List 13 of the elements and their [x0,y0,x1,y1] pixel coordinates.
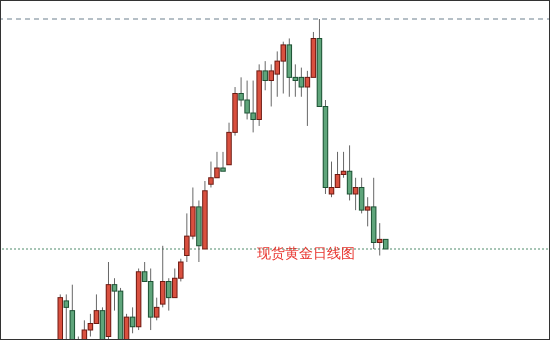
candlestick [160,245,166,308]
candlestick [220,151,226,172]
annotation: 现货黄金日线图 [257,246,355,262]
candlestick [262,60,268,91]
candlestick [376,222,382,256]
candlestick [358,177,364,214]
candlestick [166,278,172,312]
candlestick [352,177,358,211]
candlestick [130,306,136,334]
candlestick [364,196,370,227]
candlestick [382,238,388,250]
candlestick [346,144,352,201]
candlestick [154,297,160,321]
